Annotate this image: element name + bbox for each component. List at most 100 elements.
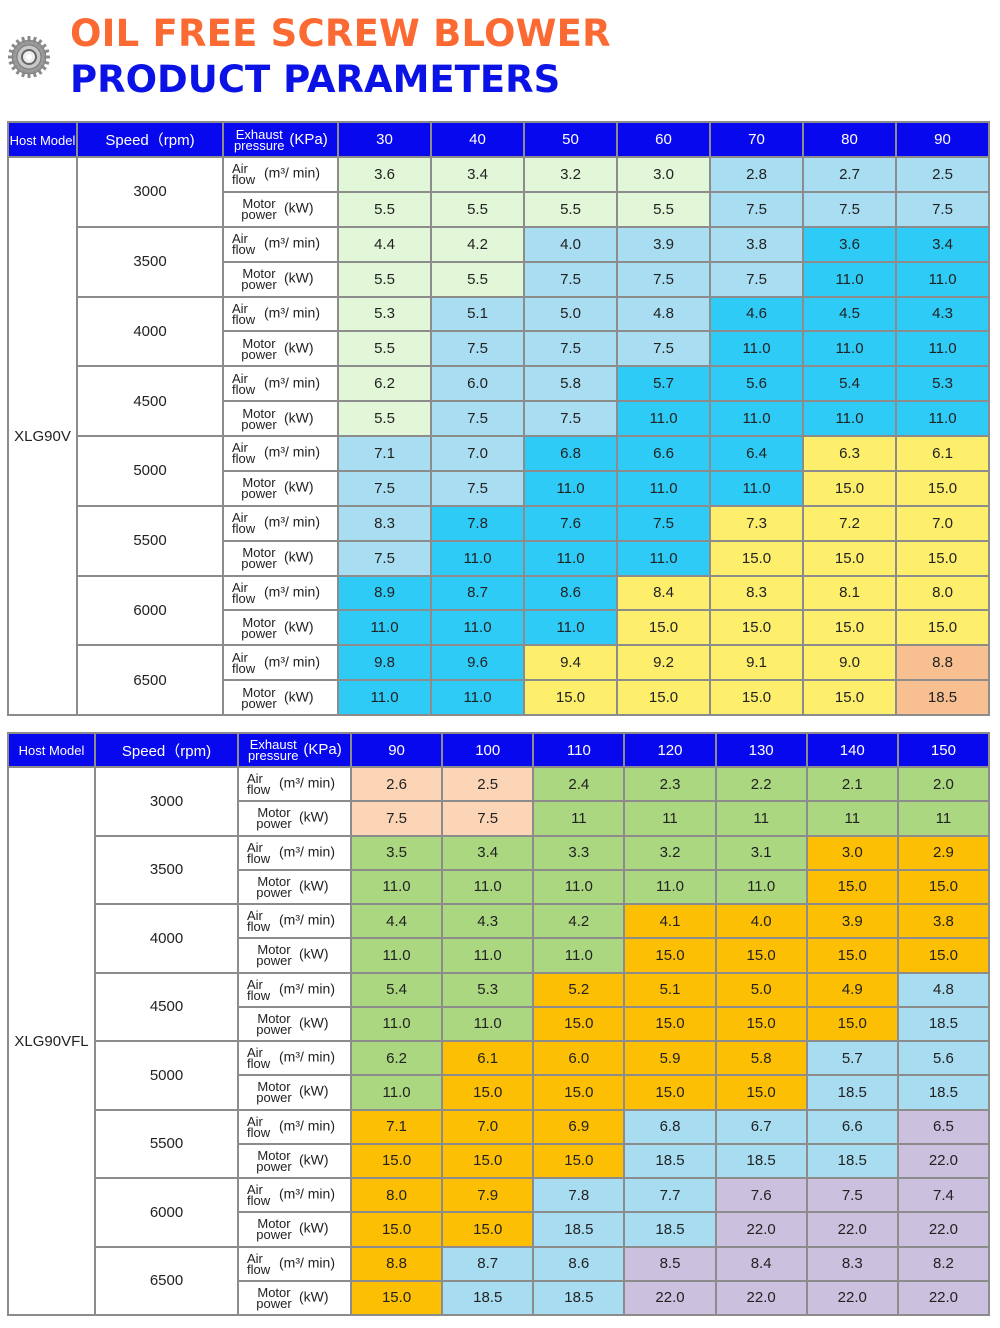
motor-power-value: 15.0 [714, 1074, 808, 1111]
air-flow-value: 2.4 [532, 765, 626, 803]
motor-power-value: 15.0 [532, 1142, 626, 1180]
speed-cell: 4000 [94, 903, 239, 974]
air-flow-value: 8.0 [349, 1176, 444, 1214]
parameter-table-xlg90v: Host Model Speed（rpm) Exhaust pressure (KP… [7, 121, 990, 716]
air-flow-value: 7.6 [714, 1176, 808, 1214]
pressure-header: 140 [805, 732, 899, 768]
air-flow-value: 3.4 [441, 834, 535, 871]
air-flow-value: 2.5 [441, 765, 535, 803]
motor-power-value: 11.0 [430, 539, 525, 577]
host-model-header: Host Model [7, 732, 96, 768]
motor-power-value: 18.5 [805, 1142, 899, 1180]
air-flow-value: 2.0 [896, 765, 991, 803]
motor-power-value: 15.0 [709, 539, 804, 577]
air-flow-value: 6.1 [441, 1039, 535, 1077]
speed-cell: 5500 [94, 1108, 239, 1179]
air-flow-value: 2.2 [714, 765, 808, 803]
motor-power-value: 11.0 [616, 539, 711, 577]
motor-power-value: 11.0 [523, 539, 618, 577]
motor-power-value: 18.5 [896, 1074, 991, 1111]
motor-power-value: 22.0 [714, 1279, 808, 1317]
air-flow-value: 5.6 [896, 1039, 991, 1077]
motor-power-value: 15.0 [895, 609, 990, 647]
air-flow-value: 9.2 [616, 644, 711, 682]
motor-power-value: 11.0 [349, 868, 444, 906]
air-flow-value: 7.1 [349, 1108, 444, 1145]
speed-cell: 4500 [76, 365, 224, 437]
motor-power-value: 7.5 [616, 330, 711, 368]
motor-power-label: Motor power (kW) [222, 609, 339, 647]
air-flow-label: Air flow (m³/ min) [222, 435, 339, 472]
motor-power-row: Motor power (kW) 7.5 11.0 11.0 11.0 15.0 15.0 15… [8, 539, 990, 577]
speed-cell: 5000 [94, 1040, 239, 1111]
motor-power-value: 5.5 [337, 190, 432, 228]
air-flow-value: 7.0 [441, 1108, 535, 1145]
motor-power-label: Motor power (kW) [237, 800, 352, 837]
motor-power-value: 18.5 [623, 1211, 717, 1248]
air-flow-value: 3.9 [616, 225, 711, 263]
air-flow-row: 4500 Air flow (m³/ min) 6.2 6.0 5.8 5.7 5.6 5.4 5… [8, 365, 990, 437]
air-flow-row: 5000 Air flow (m³/ min) 6.2 6.1 6.0 5.9 5.8 5.7 5… [8, 1039, 991, 1111]
air-flow-value: 8.5 [623, 1245, 717, 1282]
motor-power-value: 11.0 [709, 400, 804, 437]
motor-power-value: 5.5 [337, 330, 432, 368]
motor-power-value: 15.0 [895, 469, 990, 507]
motor-power-label: Motor power (kW) [222, 679, 339, 716]
speed-header: Speed（rpm) [76, 121, 224, 158]
motor-power-value: 7.5 [430, 400, 525, 437]
motor-power-row: Motor power (kW) 11.0 11.0 11.0 11.0 11.0 15.0 1… [8, 868, 991, 906]
motor-power-value: 15.0 [349, 1211, 444, 1248]
pressure-header: 50 [523, 121, 618, 158]
motor-power-value: 5.5 [337, 400, 432, 437]
air-flow-value: 7.5 [805, 1176, 899, 1214]
air-flow-row: 6500 Air flow (m³/ min) 9.8 9.6 9.4 9.2 9.1 9.0 8… [8, 644, 990, 716]
air-flow-value: 5.7 [616, 365, 711, 403]
pressure-header: 60 [616, 121, 711, 158]
air-flow-value: 4.8 [896, 971, 991, 1008]
motor-power-value: 15.0 [895, 539, 990, 577]
air-flow-value: 6.3 [802, 435, 897, 472]
air-flow-label: Air flow (m³/ min) [222, 365, 339, 403]
host-model-cell: XLG90VFL [7, 766, 96, 1316]
motor-power-label: Motor power (kW) [222, 469, 339, 507]
air-flow-value: 9.0 [802, 644, 897, 682]
gear-icon [8, 36, 50, 78]
air-flow-value: 8.4 [714, 1245, 808, 1282]
air-flow-value: 3.3 [532, 834, 626, 871]
motor-power-value: 22.0 [896, 1279, 991, 1317]
air-flow-value: 3.6 [802, 225, 897, 263]
host-model-header: Host Model [7, 121, 78, 158]
motor-power-label: Motor power (kW) [237, 1211, 352, 1248]
motor-power-value: 11.0 [802, 330, 897, 368]
air-flow-value: 3.4 [430, 156, 525, 193]
pressure-header: 90 [895, 121, 990, 158]
air-flow-row: 4000 Air flow (m³/ min) 4.4 4.3 4.2 4.1 4.0 3.9 3… [8, 902, 991, 974]
speed-cell: 3000 [76, 156, 224, 228]
air-flow-value: 5.1 [430, 295, 525, 333]
air-flow-label: Air flow (m³/ min) [222, 156, 339, 193]
air-flow-value: 8.7 [441, 1245, 535, 1282]
air-flow-value: 4.3 [895, 295, 990, 333]
air-flow-value: 2.5 [895, 156, 990, 193]
air-flow-value: 5.0 [714, 971, 808, 1008]
motor-power-row: Motor power (kW) 11.0 11.0 11.0 15.0 15.0 15.0 1… [8, 609, 990, 647]
speed-cell: 6500 [94, 1245, 239, 1316]
motor-power-value: 7.5 [616, 260, 711, 298]
motor-power-value: 11.0 [709, 330, 804, 368]
motor-power-value: 15.0 [616, 679, 711, 716]
pressure-header: 30 [337, 121, 432, 158]
air-flow-label: Air flow (m³/ min) [237, 1108, 352, 1145]
motor-power-label: Motor power (kW) [222, 400, 339, 437]
motor-power-label: Motor power (kW) [237, 1005, 352, 1043]
motor-power-value: 22.0 [896, 1211, 991, 1248]
air-flow-row: 5500 Air flow (m³/ min) 7.1 7.0 6.9 6.8 6.7 6.6 6… [8, 1108, 991, 1179]
motor-power-value: 15.0 [709, 609, 804, 647]
motor-power-label: Motor power (kW) [237, 1142, 352, 1180]
air-flow-value: 6.6 [616, 435, 711, 472]
air-flow-value: 5.8 [523, 365, 618, 403]
air-flow-value: 4.8 [616, 295, 711, 333]
air-flow-row: 6000 Air flow (m³/ min) 8.0 7.9 7.8 7.7 7.6 7.5 7… [8, 1176, 991, 1248]
air-flow-row: 5500 Air flow (m³/ min) 8.3 7.8 7.6 7.5 7.3 7.2 7… [8, 504, 990, 577]
air-flow-value: 5.0 [523, 295, 618, 333]
motor-power-value: 15.0 [623, 1005, 717, 1043]
